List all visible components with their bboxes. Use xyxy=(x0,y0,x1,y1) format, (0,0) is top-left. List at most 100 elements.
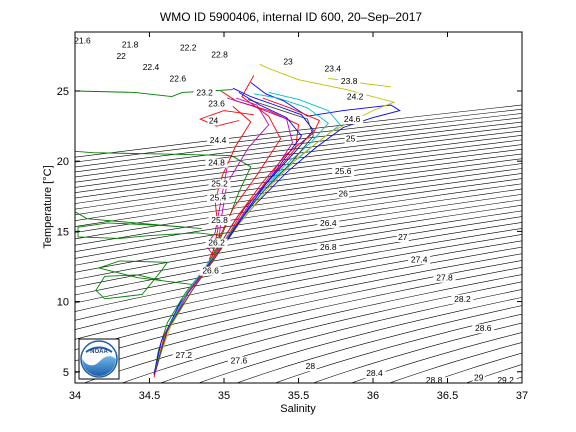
contour-label: 28.4 xyxy=(366,368,383,378)
contour-label: 24.2 xyxy=(347,92,364,102)
y-axis: 5 10 15 20 25 xyxy=(57,86,522,379)
contour-label-bg xyxy=(205,238,228,248)
contour-label-bg xyxy=(408,255,431,265)
density-contour-line xyxy=(197,297,522,383)
contour-label: 27.4 xyxy=(411,254,428,264)
profile-line xyxy=(155,98,314,371)
contour-label-bg xyxy=(472,373,485,383)
contour-label-bg xyxy=(193,88,216,98)
contour-label: 25.8 xyxy=(211,215,228,225)
density-contour-line xyxy=(75,178,522,246)
contour-label-bg xyxy=(341,115,364,125)
contour-label-bg xyxy=(338,77,361,87)
profile-line xyxy=(223,92,303,246)
y-tick-label: 15 xyxy=(57,226,69,238)
contour-label: 24.8 xyxy=(208,158,225,168)
profile-line xyxy=(155,93,329,370)
noaa-logo: NOAA xyxy=(78,338,120,380)
contour-label-bg xyxy=(172,350,195,360)
density-contours xyxy=(75,4,576,411)
density-contour-line xyxy=(75,148,522,210)
contour-label-bg xyxy=(205,99,228,109)
profile-line xyxy=(155,97,293,372)
contour-label-bg xyxy=(317,218,340,228)
density-contour-line xyxy=(75,199,522,273)
noaa-logo-text: NOAA xyxy=(90,349,108,355)
contour-label-bg xyxy=(282,57,295,67)
contour-label: 26.8 xyxy=(320,242,337,252)
x-tick-label: 36 xyxy=(367,390,379,402)
contour-label: 28.2 xyxy=(454,294,471,304)
density-contour-line xyxy=(75,204,522,280)
contour-label: 26 xyxy=(338,188,348,198)
density-contour-line xyxy=(75,153,522,216)
profile-line xyxy=(208,75,282,260)
contour-label: 23.4 xyxy=(324,64,341,74)
contour-label: 29.2 xyxy=(497,375,514,385)
contour-label-bg xyxy=(344,92,367,102)
profile-line xyxy=(211,106,252,257)
contour-label: 22.6 xyxy=(170,73,187,83)
density-contour-line xyxy=(75,183,522,252)
profile-line xyxy=(95,260,195,300)
contour-label-bg xyxy=(205,158,228,168)
contour-label-bg xyxy=(139,63,162,73)
contour-label: 22.4 xyxy=(143,62,160,72)
density-contour-line xyxy=(121,281,522,383)
contour-label: 24.4 xyxy=(210,135,227,145)
x-axis-label: Salinity xyxy=(280,403,316,415)
y-tick-label: 25 xyxy=(57,86,69,98)
contour-label-bg xyxy=(494,376,517,386)
contour-label: 29 xyxy=(474,372,484,382)
contour-label: 27.8 xyxy=(436,273,453,283)
contour-label-bg xyxy=(199,266,222,276)
contour-label: 24.6 xyxy=(344,114,361,124)
contour-label-bg xyxy=(119,40,142,50)
contour-label-bg xyxy=(451,294,474,304)
chart-title: WMO ID 5900406, internal ID 600, 20–Sep–… xyxy=(160,10,422,24)
density-contour-line xyxy=(274,313,522,383)
plot-area xyxy=(75,32,522,383)
y-axis-label: Temperature [°C] xyxy=(42,165,54,248)
contour-label-bg xyxy=(208,50,231,60)
contour-label-bg xyxy=(208,179,231,189)
contour-label: 27.2 xyxy=(175,350,192,360)
contour-label-bg xyxy=(177,43,200,53)
profile-line xyxy=(205,168,228,255)
density-contour-line xyxy=(83,274,522,383)
contour-label: 22 xyxy=(116,51,126,61)
density-contour-line xyxy=(350,332,522,383)
profile-lines xyxy=(75,63,401,378)
contour-label: 23.6 xyxy=(208,99,225,109)
contour-label-bg xyxy=(115,51,128,61)
contour-label: 26.6 xyxy=(202,266,219,276)
contour-label: 23.8 xyxy=(341,76,358,86)
density-contour-line xyxy=(75,163,522,227)
x-axis: 34 34.5 35 35.5 36 36.5 37 xyxy=(69,32,528,402)
density-contour-line xyxy=(550,4,576,411)
contour-label-bg xyxy=(207,136,230,146)
contour-label-bg xyxy=(304,362,317,372)
density-contour-labels: 21.6 21.822 22.2 22.4 22.6 22.8 23 23.2 23.4 23.6… xyxy=(71,35,517,386)
contour-label: 28.6 xyxy=(475,323,492,333)
contour-label: 22.8 xyxy=(211,49,228,59)
contour-label: 21.8 xyxy=(122,40,139,50)
contour-label: 25.4 xyxy=(210,193,227,203)
density-contour-line xyxy=(75,173,522,240)
profile-line xyxy=(198,110,254,127)
contour-label-bg xyxy=(396,232,409,242)
contour-label-bg xyxy=(207,116,220,126)
contour-label: 27 xyxy=(398,232,408,242)
density-contour-line xyxy=(75,267,522,374)
density-contour-line xyxy=(236,305,522,383)
contour-label: 28.8 xyxy=(426,375,443,385)
y-tick-label: 5 xyxy=(63,367,69,379)
contour-label-bg xyxy=(317,242,340,252)
profile-line xyxy=(213,97,321,256)
contour-label-bg xyxy=(208,216,231,226)
contour-label-bg xyxy=(321,64,344,74)
density-contour-line xyxy=(159,289,522,383)
profile-line xyxy=(75,211,223,375)
contour-label: 21.6 xyxy=(74,35,91,45)
